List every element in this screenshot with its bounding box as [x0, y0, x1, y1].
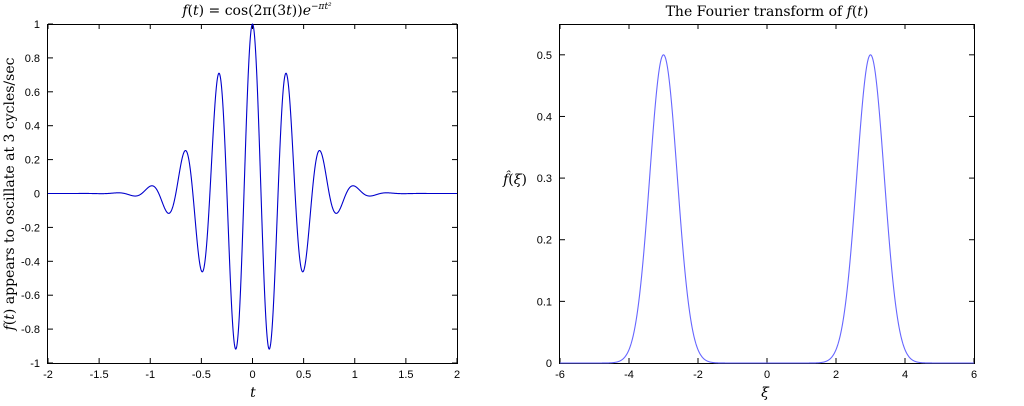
chart-left-x-tick-label: 0: [249, 369, 255, 381]
chart-left-y-tick-label: 0.6: [25, 87, 40, 99]
chart-left-x-tick-label: 1: [352, 369, 358, 381]
chart-right-x-tick-label: 0: [764, 369, 770, 381]
chart-left-x-axis-label: t: [250, 385, 256, 401]
chart-left-y-tick-label: -1: [30, 358, 40, 370]
chart-left-x-tick-label: -1.5: [90, 369, 109, 381]
chart-right-y-label-func: f̂: [502, 170, 511, 188]
chart-right-y-tick-label: 0.4: [537, 111, 552, 123]
chart-left-title-eq-close: )): [292, 3, 303, 19]
chart-left-title-exponent: −πt²: [311, 2, 332, 12]
chart-left-y-tick-label: 1: [34, 19, 40, 31]
chart-right-x-tick-label: 2: [833, 369, 839, 381]
chart-left-y-axis-label: f(t) appears to oscillate at 3 cycles/se…: [2, 57, 18, 331]
chart-left-x-tick-label: -1: [145, 369, 155, 381]
chart-right-y-tick-label: 0.5: [537, 50, 552, 62]
chart-left-y-tick-label: -0.2: [21, 222, 40, 234]
chart-left-y-tick-label: 0.4: [25, 121, 40, 133]
chart-left-y-tick-label: -0.8: [21, 324, 40, 336]
chart-left-plot-frame: [47, 24, 458, 364]
chart-right-series-line: [560, 54, 974, 364]
chart-right-title-func: f: [846, 4, 855, 20]
chart-left-y-tick-label: -0.4: [21, 256, 40, 268]
chart-right-x-tick-label: 4: [902, 369, 908, 381]
chart-right-x-axis-label: ξ: [761, 385, 770, 401]
chart-right-x-tick-label: -6: [555, 369, 565, 381]
chart-right-y-tick-label: 0.2: [537, 235, 552, 247]
chart-left-y-tick-label: -0.6: [21, 290, 40, 302]
fourier-transform-chart: The Fourier transform of f(t) -6 -4 -2 0 2 4 6…: [502, 4, 977, 401]
chart-right-y-axis-label: f̂(ξ): [502, 170, 527, 188]
chart-right-x-tick-label: -2: [693, 369, 703, 381]
chart-left-y-label-arg: t: [2, 314, 18, 320]
chart-right-y-tick-label: 0: [546, 358, 552, 370]
chart-right-x-tick-label: -4: [624, 369, 634, 381]
chart-right-y-label-arg: ξ: [514, 172, 523, 188]
chart-left-series-line: [48, 23, 457, 350]
chart-left-title-eq: = cos(2π(3: [204, 3, 286, 19]
chart-right-plot-frame: [559, 24, 975, 364]
chart-right-title-text: The Fourier transform of: [666, 4, 847, 20]
chart-left-y-tick-label: 0.2: [25, 155, 40, 167]
chart-right-title: The Fourier transform of f(t): [666, 4, 869, 20]
chart-left-x-tick-label: 2: [454, 369, 460, 381]
chart-right-y-tick-label: 0.1: [537, 296, 552, 308]
chart-left-title-eq-var: t: [286, 3, 292, 19]
chart-left-title-lhs-arg: t: [193, 3, 199, 19]
chart-left-y-label-func: f: [2, 322, 18, 331]
chart-left-y-label-rest: appears to oscillate at 3 cycles/sec: [2, 57, 18, 308]
chart-left-y-tick-label: 0: [34, 189, 40, 201]
chart-right-x-tick-label: 6: [971, 369, 977, 381]
chart-left-x-tick-label: -0.5: [192, 369, 211, 381]
chart-left-title-lhs: f: [181, 3, 190, 19]
chart-right-title-arg: t: [857, 4, 863, 20]
time-domain-chart: f(t) = cos(2π(3t))e−πt² -2 -1.5 -1 -0.5 0 0.5…: [2, 2, 460, 401]
chart-left-y-tick-label: 0.8: [25, 53, 40, 65]
chart-left-title: f(t) = cos(2π(3t))e−πt²: [181, 2, 332, 19]
chart-left-title-base: e: [303, 3, 311, 19]
chart-left-x-tick-label: -2: [43, 369, 53, 381]
chart-left-x-tick-label: 0.5: [296, 369, 311, 381]
chart-right-y-tick-label: 0.3: [537, 173, 552, 185]
chart-left-x-tick-label: 1.5: [398, 369, 413, 381]
